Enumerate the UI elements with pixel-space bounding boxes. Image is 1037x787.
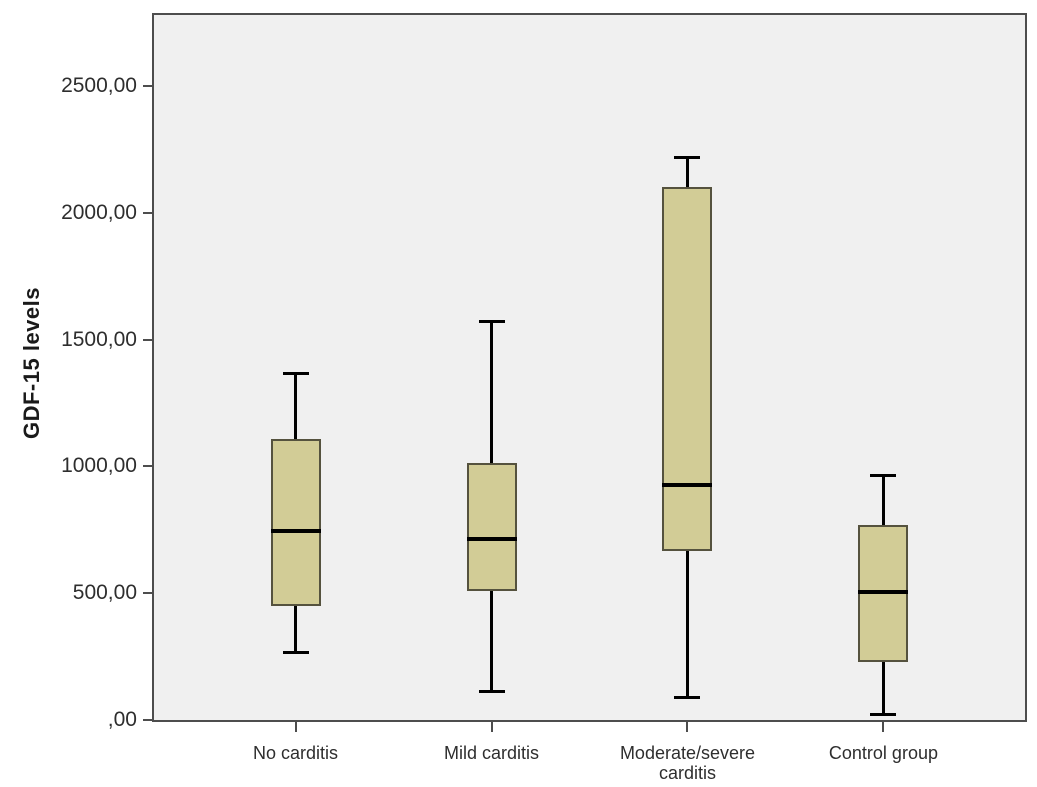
iqr-box bbox=[662, 187, 713, 552]
y-axis-tick-label: 500,00 bbox=[72, 581, 137, 605]
whisker-cap-bottom bbox=[870, 712, 897, 716]
y-axis-tick-label: 2000,00 bbox=[61, 200, 137, 224]
y-axis-tick-label: 1000,00 bbox=[61, 454, 137, 478]
y-axis-tick-label: 1500,00 bbox=[61, 327, 137, 351]
y-axis-tick bbox=[143, 85, 152, 87]
iqr-box bbox=[466, 462, 517, 591]
y-axis-tick bbox=[143, 338, 152, 341]
x-category-label-control-group: Control group bbox=[828, 743, 938, 763]
median-line bbox=[662, 483, 713, 488]
whisker-cap-bottom bbox=[478, 690, 505, 694]
x-category-label-mild-carditis: Mild carditis bbox=[443, 743, 540, 763]
y-axis-tick bbox=[143, 719, 152, 721]
whisker-cap-top bbox=[478, 319, 505, 323]
y-axis-tick bbox=[143, 465, 152, 468]
median-line bbox=[858, 589, 909, 594]
whisker-cap-bottom bbox=[674, 696, 701, 700]
x-axis-tick bbox=[686, 722, 689, 732]
whisker-cap-top bbox=[870, 474, 897, 478]
y-axis-tick-label: 2500,00 bbox=[61, 74, 137, 97]
y-axis-tick bbox=[143, 211, 152, 214]
median-line bbox=[466, 536, 517, 541]
y-axis-tick bbox=[143, 592, 152, 595]
x-category-label-moderate-severe-carditis: Moderate/severe carditis bbox=[619, 743, 756, 783]
x-axis-tick bbox=[490, 722, 493, 732]
y-axis-title: GDF-15 levels bbox=[19, 287, 44, 440]
whisker-cap-bottom bbox=[282, 650, 309, 654]
whisker-cap-top bbox=[282, 371, 309, 375]
x-axis-tick bbox=[882, 722, 885, 732]
x-axis-tick bbox=[294, 722, 297, 732]
whisker-cap-top bbox=[674, 156, 701, 159]
x-category-label-no-carditis: No carditis bbox=[253, 743, 339, 763]
y-axis-tick-label: ,00 bbox=[107, 708, 137, 731]
median-line bbox=[270, 529, 321, 534]
iqr-box bbox=[270, 438, 321, 606]
